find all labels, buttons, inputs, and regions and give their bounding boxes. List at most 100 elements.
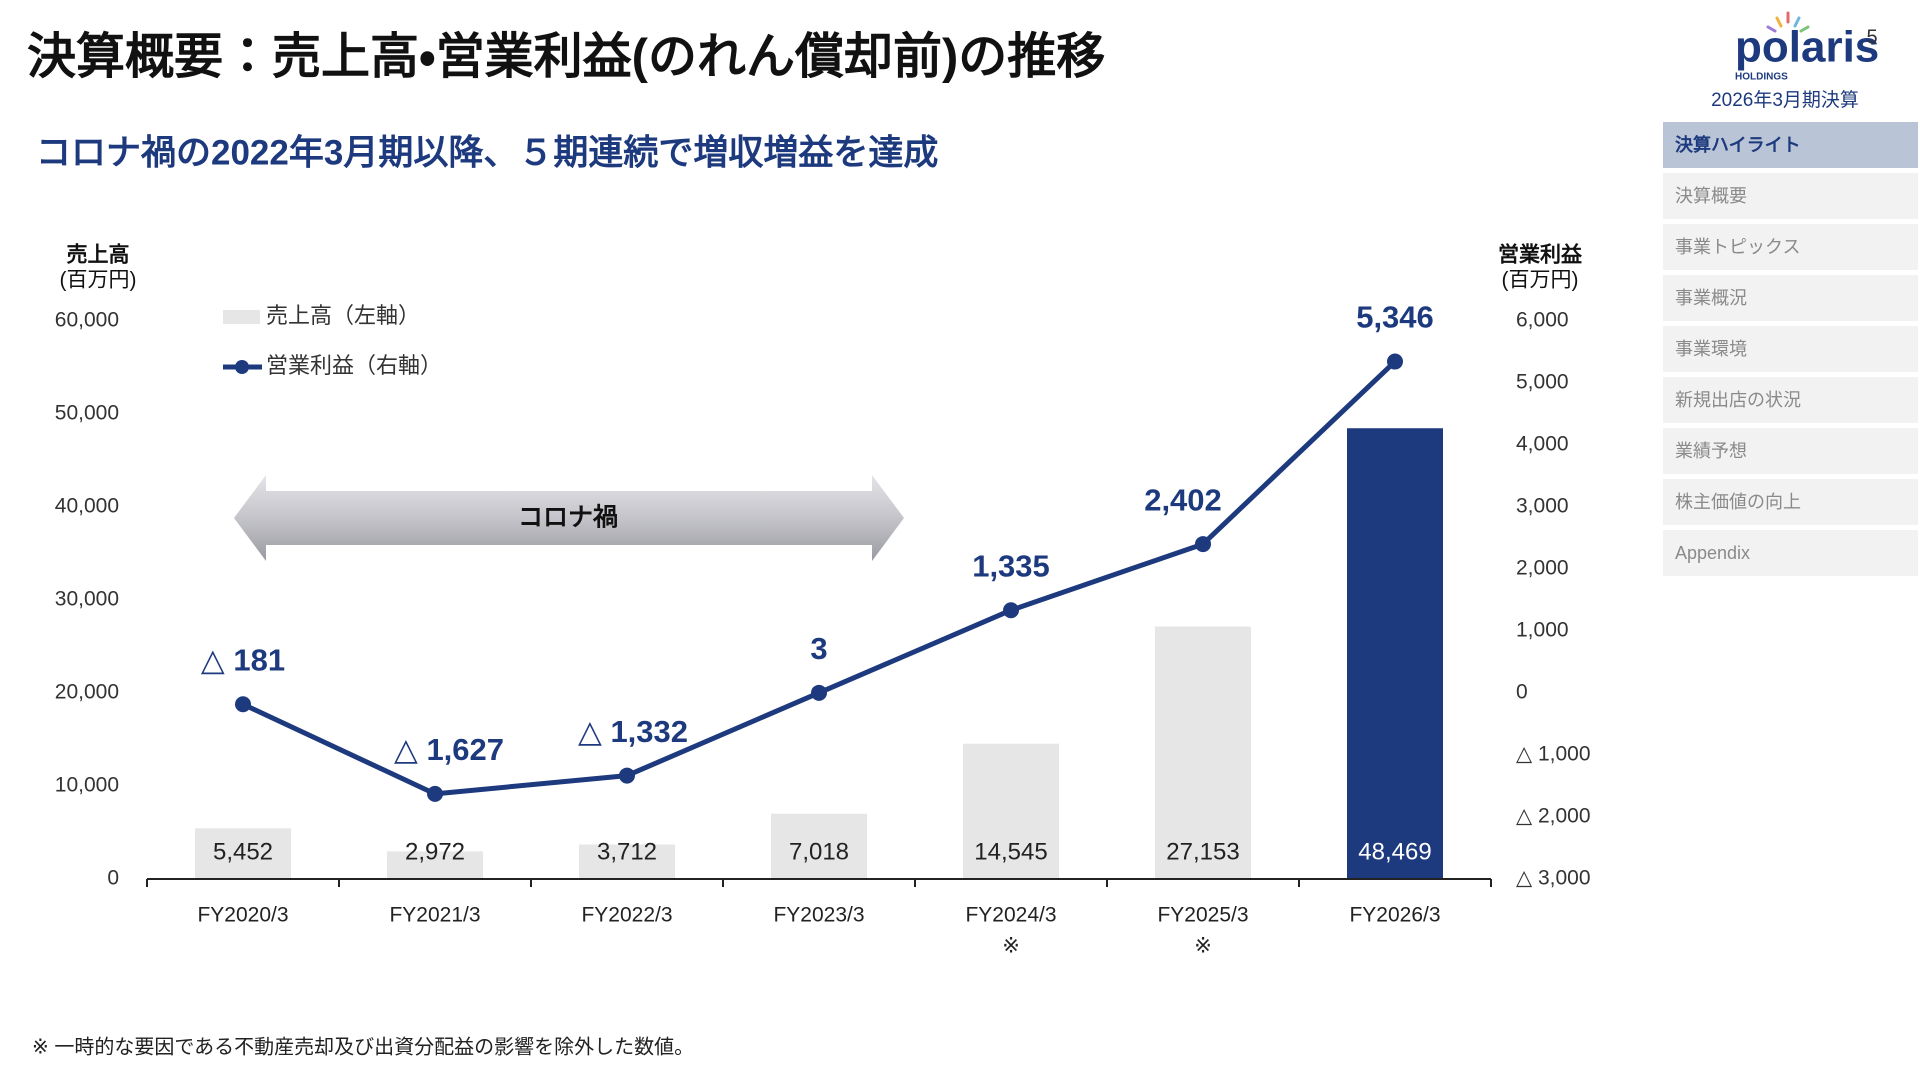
y2-axis-title: 営業利益 <box>1498 243 1583 267</box>
y-tick-label: 40,000 <box>55 495 119 518</box>
y2-tick-label: 4,000 <box>1516 433 1569 456</box>
bar-value-label: 14,545 <box>974 838 1047 865</box>
nav-item[interactable]: 事業環境 <box>1663 326 1918 372</box>
bar <box>195 828 291 879</box>
line-value-label: 2,402 <box>1144 482 1222 517</box>
x-tick-label: FY2026/3 <box>1349 904 1440 927</box>
y2-tick-label: △ 3,000 <box>1516 867 1591 890</box>
bar-value-label: 7,018 <box>789 838 849 865</box>
nav-item-label: 事業概況 <box>1675 288 1747 308</box>
line-point <box>1003 602 1019 619</box>
x-tick-note: ※ <box>1194 935 1212 958</box>
annotation-label: コロナ禍 <box>518 504 618 532</box>
bar-value-label: 27,153 <box>1166 838 1239 865</box>
bar <box>963 743 1059 879</box>
nav-item-label: 決算概要 <box>1675 186 1747 206</box>
bar-value-label: 2,972 <box>405 838 465 865</box>
bar-value-label: 3,712 <box>597 838 657 865</box>
y2-tick-label: △ 2,000 <box>1516 805 1591 828</box>
y-tick-label: 10,000 <box>55 774 119 797</box>
bar <box>1347 428 1443 879</box>
nav-item-bg <box>1663 173 1918 219</box>
slide-title: 決算概要：売上高・営業利益(のれん償却前)の推移 <box>27 30 1105 84</box>
logo-mark <box>1766 11 1810 33</box>
line-point <box>811 684 827 701</box>
bar-value-label: 48,469 <box>1358 838 1431 865</box>
legend-label: 売上高（左軸） <box>266 303 420 328</box>
y-axis-unit: (百万円) <box>60 269 137 292</box>
line-value-label: 1,335 <box>972 548 1050 583</box>
y-tick-label: 20,000 <box>55 681 119 704</box>
legend-point <box>235 360 249 374</box>
plot: 0 10,000 20,000 30,000 40,000 50,000 60,000 △ 3… <box>55 300 1591 958</box>
y-tick-label: 30,000 <box>55 588 119 611</box>
nav-item[interactable]: 事業概況 <box>1663 275 1918 321</box>
nav-item-label: 業績予想 <box>1675 441 1747 461</box>
page-number: 5 <box>1866 26 1877 48</box>
nav-item[interactable]: 事業トピックス <box>1663 224 1918 270</box>
line-value-label: 3 <box>810 631 827 666</box>
nav-item[interactable]: 新規出店の状況 <box>1663 377 1918 423</box>
nav-item-bg <box>1663 275 1918 321</box>
legend-label: 営業利益（右軸） <box>266 353 442 378</box>
nav-item-label: 事業環境 <box>1675 339 1747 359</box>
nav-item-bg <box>1663 428 1918 474</box>
nav-item-bg <box>1663 530 1918 576</box>
logo: polaris <box>1735 23 1879 72</box>
y2-tick-label: 6,000 <box>1516 309 1569 332</box>
nav-item-label: 事業トピックス <box>1675 237 1800 257</box>
x-tick-label: FY2023/3 <box>773 904 864 927</box>
nav-item[interactable]: Appendix <box>1663 530 1918 576</box>
nav-item[interactable]: 決算概要 <box>1663 173 1918 219</box>
line-point <box>619 767 635 784</box>
y-tick-label: 60,000 <box>55 309 119 332</box>
nav-item[interactable]: 株主価値の向上 <box>1663 479 1918 525</box>
y2-tick-label: 0 <box>1516 681 1528 704</box>
nav-item-bg <box>1663 479 1918 525</box>
nav-item[interactable]: 業績予想 <box>1663 428 1918 474</box>
nav-item-bg <box>1663 224 1918 270</box>
legend-swatch <box>223 310 260 324</box>
line-point <box>1387 353 1403 370</box>
y2-tick-label: △ 1,000 <box>1516 743 1591 766</box>
x-tick-label: FY2020/3 <box>197 904 288 927</box>
annotation-arrow: コロナ禍 <box>234 475 904 561</box>
nav-item-label: Appendix <box>1675 543 1750 563</box>
line-value-label: △ 181 <box>201 642 285 677</box>
x-tick-note: ※ <box>1002 935 1020 958</box>
y2-tick-label: 2,000 <box>1516 557 1569 580</box>
nav-item[interactable]: 決算ハイライト <box>1663 122 1918 168</box>
y2-axis-unit: (百万円) <box>1502 269 1579 292</box>
nav-item-label: 新規出店の状況 <box>1675 390 1801 410</box>
line-value-label: △ 1,627 <box>394 732 504 767</box>
y-axis-title: 売上高 <box>67 244 130 267</box>
x-tick-label: FY2021/3 <box>389 904 480 927</box>
y2-tick-label: 1,000 <box>1516 619 1569 642</box>
line-point <box>235 696 251 713</box>
line-value-label: 5,346 <box>1356 300 1434 335</box>
x-tick-label: FY2024/3 <box>965 904 1056 927</box>
bar <box>771 813 867 879</box>
y2-tick-label: 3,000 <box>1516 495 1569 518</box>
line-point <box>1195 536 1211 553</box>
bar <box>579 844 675 879</box>
bar-value-label: 5,452 <box>213 838 273 865</box>
nav-item-bg <box>1663 122 1918 168</box>
y-tick-label: 0 <box>107 867 119 890</box>
period: 2026年3月期決算 <box>1711 89 1859 111</box>
logo-sub: HOLDINGS <box>1735 72 1788 83</box>
x-tick-label: FY2025/3 <box>1157 904 1248 927</box>
nav-item-bg <box>1663 326 1918 372</box>
slide-subtitle: コロナ禍の2022年3月期以降、５期連続で増収増益を達成 <box>36 133 938 172</box>
nav-item-label: 株主価値の向上 <box>1675 492 1801 512</box>
x-tick-label: FY2022/3 <box>581 904 672 927</box>
footnote: ※ 一時的な要因である不動産売却及び出資分配益の影響を除外した数値。 <box>32 1035 694 1058</box>
y2-tick-label: 5,000 <box>1516 371 1569 394</box>
line-point <box>427 785 443 802</box>
side-nav: 決算ハイライト決算概要事業トピックス事業概況事業環境新規出店の状況業績予想株主価… <box>1663 122 1918 576</box>
bar <box>1155 626 1251 879</box>
y-tick-label: 50,000 <box>55 402 119 425</box>
line-value-label: △ 1,332 <box>578 714 688 749</box>
